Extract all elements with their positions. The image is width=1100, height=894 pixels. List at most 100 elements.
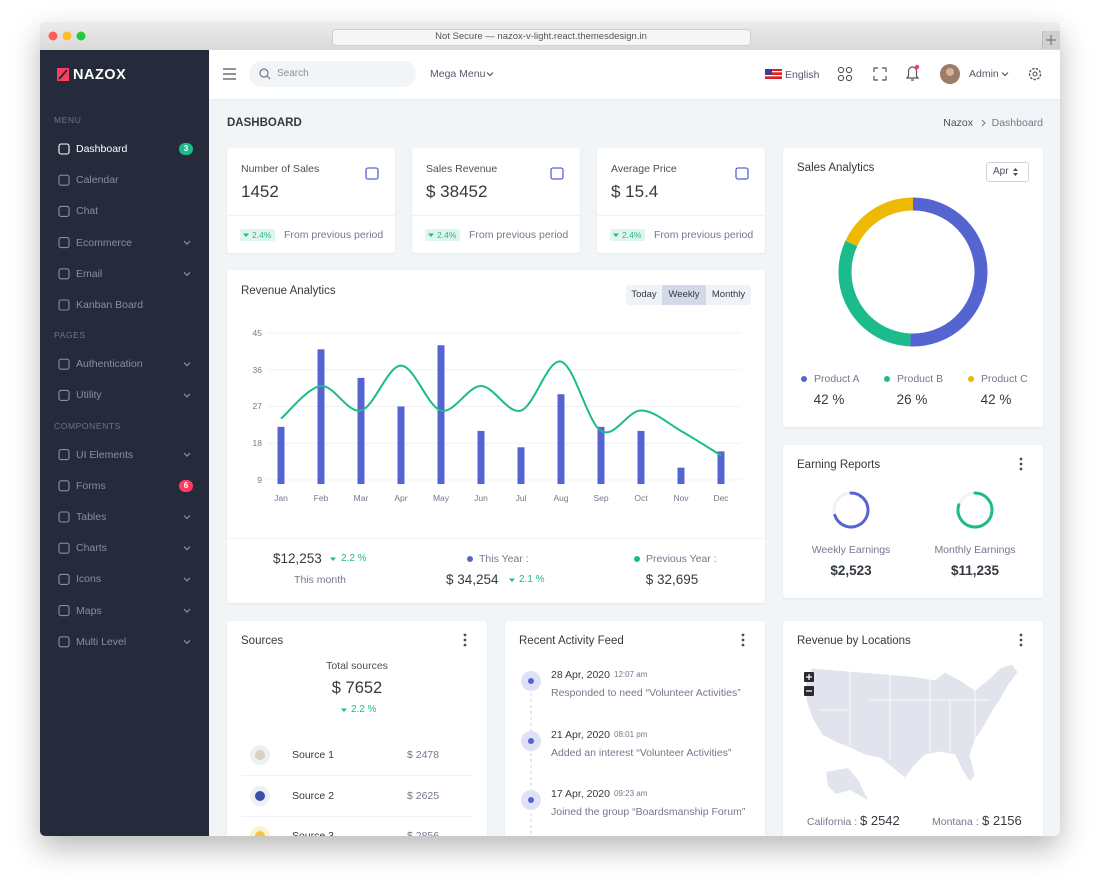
- location-value: $ 2542: [860, 813, 900, 828]
- period-button[interactable]: Weekly: [668, 289, 700, 300]
- legend-label: Product C: [981, 373, 1028, 385]
- period-active: [662, 285, 706, 305]
- sidebar-item[interactable]: Email: [76, 267, 103, 280]
- window-button: [62, 31, 72, 41]
- summary-label: This Year :: [479, 553, 529, 565]
- logo: NAZOX: [73, 67, 127, 83]
- stat-icon: [365, 167, 379, 180]
- apps-icon: [845, 66, 853, 74]
- summary-value: $ 34,254: [446, 572, 499, 587]
- sidebar-item[interactable]: Ecommerce: [76, 236, 133, 249]
- source-amount: $ 2625: [407, 790, 440, 802]
- sidebar-item[interactable]: Chat: [76, 205, 99, 218]
- breadcrumb-separator: [981, 119, 986, 127]
- language[interactable]: English: [785, 69, 820, 81]
- x-tick-label: Sep: [593, 493, 609, 503]
- bar: [597, 426, 605, 484]
- legend-label: Product B: [897, 373, 944, 385]
- sidebar-item[interactable]: Icons: [76, 573, 102, 586]
- bar: [677, 467, 685, 484]
- x-tick-label: Feb: [313, 493, 329, 503]
- sidebar-item[interactable]: Charts: [76, 542, 107, 555]
- mega-menu[interactable]: Mega Menu: [430, 68, 486, 80]
- menu-icon: [1019, 638, 1023, 642]
- select[interactable]: [986, 162, 1029, 182]
- chevron-icon: [183, 393, 191, 398]
- stat-note: From previous period: [284, 229, 384, 241]
- bar: [397, 406, 405, 484]
- sidebar-icon: [58, 205, 70, 217]
- sidebar-item[interactable]: Calendar: [76, 174, 119, 187]
- sidebar-item[interactable]: Maps: [76, 604, 102, 617]
- location-label: Montana :: [932, 816, 979, 828]
- activity-time: 12:07 am: [614, 670, 648, 679]
- bar: [717, 451, 725, 484]
- menu-icon: [1019, 467, 1023, 471]
- legend-value: 42 %: [813, 392, 845, 407]
- period-button[interactable]: Monthly: [711, 289, 746, 300]
- summary-label: Previous Year :: [646, 553, 717, 565]
- user-name[interactable]: Admin: [969, 68, 999, 80]
- sidebar-item[interactable]: Forms: [76, 479, 106, 492]
- divider: [227, 215, 395, 216]
- badge-text: 6: [183, 480, 189, 490]
- legend-label: Product A: [814, 373, 860, 385]
- badge-text: 3: [183, 144, 189, 153]
- earning-value: $11,235: [950, 563, 1000, 578]
- activity-time: 08:01 pm: [614, 730, 648, 739]
- chevron-icon: [183, 577, 191, 582]
- activity-text: Added an interest “Volunteer Activities”: [551, 747, 732, 759]
- menu-icon: [463, 638, 467, 642]
- legend-dot: [884, 376, 890, 382]
- stat-title: Sales Revenue: [426, 163, 498, 175]
- search-icon: [266, 75, 271, 80]
- card: [505, 621, 765, 836]
- bar: [357, 377, 365, 484]
- search-box[interactable]: [249, 61, 416, 87]
- address-text: Not Secure — nazox-v-light.react.themesd…: [435, 31, 647, 42]
- apps-icon: [837, 66, 845, 74]
- address-bar[interactable]: [332, 29, 751, 46]
- radial-bar: [956, 491, 994, 529]
- radial-bar: [833, 491, 870, 529]
- zoom-glyphs: [806, 674, 812, 692]
- total-change: 2.2 %: [351, 704, 377, 715]
- bar: [477, 430, 485, 484]
- sidebar-item[interactable]: UI Elements: [76, 448, 134, 461]
- change-badge: [610, 229, 645, 241]
- card: [783, 445, 1043, 598]
- stat-icon: [550, 167, 564, 180]
- window-button: [48, 31, 58, 41]
- card-title: Sales Analytics: [797, 162, 875, 174]
- sidebar-icon: [58, 237, 70, 249]
- bar: [557, 394, 565, 484]
- summary-change: 2.1 %: [519, 574, 545, 585]
- earning-label: Monthly Earnings: [934, 544, 1016, 556]
- sidebar-item[interactable]: Dashboard: [76, 143, 128, 155]
- bar: [437, 345, 445, 484]
- legend-dot: [968, 376, 974, 382]
- sidebar-item[interactable]: Multi Level: [76, 635, 127, 648]
- source-amount: $ 2478: [407, 749, 440, 761]
- stat-value: $ 15.4: [611, 182, 659, 201]
- source-icon-inner: [255, 831, 265, 836]
- divider: [412, 215, 580, 216]
- period-button[interactable]: Today: [631, 289, 657, 300]
- breadcrumb-item[interactable]: Nazox: [943, 117, 973, 129]
- sidebar-item[interactable]: Tables: [76, 511, 107, 523]
- alaska-map: [826, 768, 868, 800]
- state-borders: [820, 671, 990, 760]
- legend-dot: [634, 556, 640, 562]
- sidebar-item[interactable]: Authentication: [76, 358, 143, 371]
- divider: [227, 538, 765, 539]
- sidebar-item[interactable]: Kanban Board: [76, 299, 144, 311]
- sidebar-item[interactable]: Utility: [76, 389, 102, 402]
- search-icon: [259, 68, 269, 78]
- x-tick-label: Dec: [713, 493, 729, 503]
- bar: [637, 430, 645, 484]
- search-placeholder: Search: [277, 68, 309, 79]
- menu-icon: [463, 633, 467, 637]
- settings-icon: [1032, 71, 1038, 77]
- stat-change: 2.4%: [437, 230, 457, 240]
- overlay: [48, 31, 1056, 836]
